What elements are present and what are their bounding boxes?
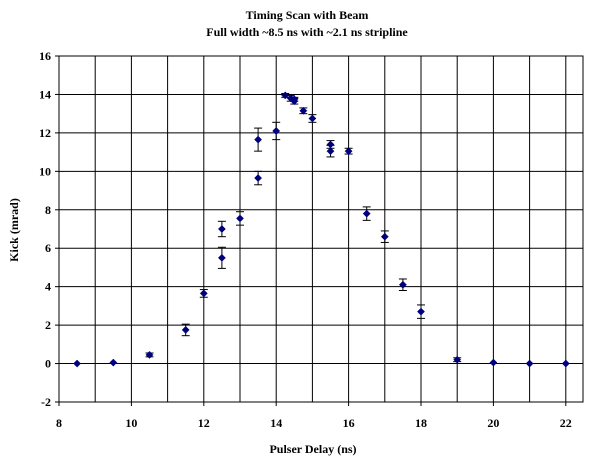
y-tick-label: 16 xyxy=(39,49,51,63)
y-tick-label: 2 xyxy=(45,318,51,332)
plot-frame xyxy=(58,55,584,403)
x-tick-label: 14 xyxy=(270,416,282,430)
data-point xyxy=(453,355,462,364)
data-point xyxy=(290,95,299,104)
data-point xyxy=(326,140,335,149)
data-point xyxy=(299,106,308,115)
x-tick-label: 12 xyxy=(198,416,210,430)
grid-lines xyxy=(59,55,583,403)
x-tick-label: 22 xyxy=(560,416,572,430)
x-tick-labels: 8 10 12 14 16 18 20 22 xyxy=(56,402,572,430)
data-point xyxy=(417,307,425,316)
chart-subtitle: Full width ~8.5 ns with ~2.1 ns striplin… xyxy=(206,25,408,39)
data-point xyxy=(254,135,263,144)
data-point xyxy=(217,225,226,233)
x-tick-label: 10 xyxy=(125,416,137,430)
data-point xyxy=(561,359,570,368)
data-point xyxy=(73,359,82,368)
data-point xyxy=(525,359,534,368)
y-tick-label: 10 xyxy=(39,164,51,178)
error-bars xyxy=(145,92,462,363)
data-point xyxy=(199,289,208,298)
data-point xyxy=(489,358,498,367)
data-point xyxy=(272,127,281,135)
y-tick-label: -2 xyxy=(41,395,51,409)
y-axis-label: Kick (mrad) xyxy=(7,198,21,262)
data-point xyxy=(236,214,244,223)
data-points xyxy=(73,91,570,368)
data-point xyxy=(344,147,353,156)
data-point xyxy=(109,358,118,367)
data-point xyxy=(217,253,226,262)
data-point xyxy=(281,91,290,100)
y-tick-label: 14 xyxy=(39,87,51,101)
data-point xyxy=(254,174,263,183)
y-tick-label: 6 xyxy=(45,241,51,255)
x-tick-label: 16 xyxy=(343,416,355,430)
chart-title: Timing Scan with Beam xyxy=(246,8,369,22)
data-point xyxy=(362,209,371,218)
data-point xyxy=(326,147,335,156)
y-tick-label: 0 xyxy=(45,357,51,371)
data-point xyxy=(308,114,317,123)
data-point xyxy=(145,350,154,359)
y-tick-label: 4 xyxy=(45,280,51,294)
data-point xyxy=(398,280,407,289)
x-tick-label: 18 xyxy=(415,416,427,430)
x-tick-label: 20 xyxy=(487,416,499,430)
y-tick-label: 8 xyxy=(45,203,51,217)
data-point xyxy=(181,325,190,334)
data-point xyxy=(380,232,389,241)
y-tick-label: 12 xyxy=(39,126,51,140)
x-tick-label: 8 xyxy=(56,416,62,430)
x-axis-label: Pulser Delay (ns) xyxy=(269,442,356,456)
y-tick-labels: -2 0 2 4 6 8 10 12 14 16 xyxy=(39,49,59,409)
